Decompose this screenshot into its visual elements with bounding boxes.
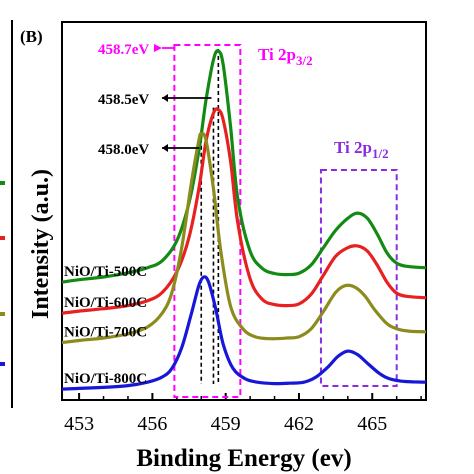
plot-frame	[61, 21, 427, 401]
y-axis-label: Intensity (a.u.)	[28, 169, 54, 319]
left-panel-legend-mark-red	[0, 236, 5, 240]
x-tick-label-465: 465	[357, 413, 387, 435]
peak-label-2: 458.5eV	[98, 92, 149, 108]
left-panel-legend-mark-green	[0, 181, 5, 185]
peak-annotations: 458.7eV 458.5eV 458.0eV	[98, 42, 212, 158]
series-line-3	[61, 131, 427, 345]
peak-arrow-head-2	[162, 94, 168, 102]
x-tick-label-459: 459	[211, 413, 241, 435]
region-label-2p32: Ti 2p3/2	[258, 45, 313, 68]
x-ticks: 453 456 459 462 465	[64, 393, 422, 435]
left-panel-legend-mark-olive	[0, 312, 5, 316]
series-line-1	[61, 49, 427, 284]
panel-label: (B)	[20, 27, 43, 46]
peak-arrow-head-1	[154, 44, 162, 52]
series-label-4: NiO/Ti-800C	[64, 371, 147, 387]
series-line-2	[61, 107, 427, 315]
region-label-2p12: Ti 2p1/2	[334, 138, 389, 161]
series-label-3: NiO/Ti-700C	[64, 325, 147, 341]
series-label-1: NiO/Ti-500C	[64, 264, 147, 280]
series-labels: NiO/Ti-500C NiO/Ti-600C NiO/Ti-700C NiO/Ti-…	[64, 264, 147, 387]
left-panel-legend-mark-blue	[0, 362, 5, 366]
x-tick-label-462: 462	[284, 413, 314, 435]
x-tick-label-453: 453	[64, 413, 94, 435]
x-tick-label-456: 456	[137, 413, 167, 435]
peak-label-1: 458.7eV	[98, 42, 149, 58]
x-axis-label: Binding Energy (ev)	[136, 445, 351, 472]
left-panel-remnant	[0, 20, 13, 408]
peak-arrow-head-3	[162, 144, 168, 152]
peak-label-3: 458.0eV	[98, 142, 149, 158]
series-lines	[61, 49, 427, 391]
series-line-4	[61, 275, 427, 391]
series-label-2: NiO/Ti-600C	[64, 295, 147, 311]
